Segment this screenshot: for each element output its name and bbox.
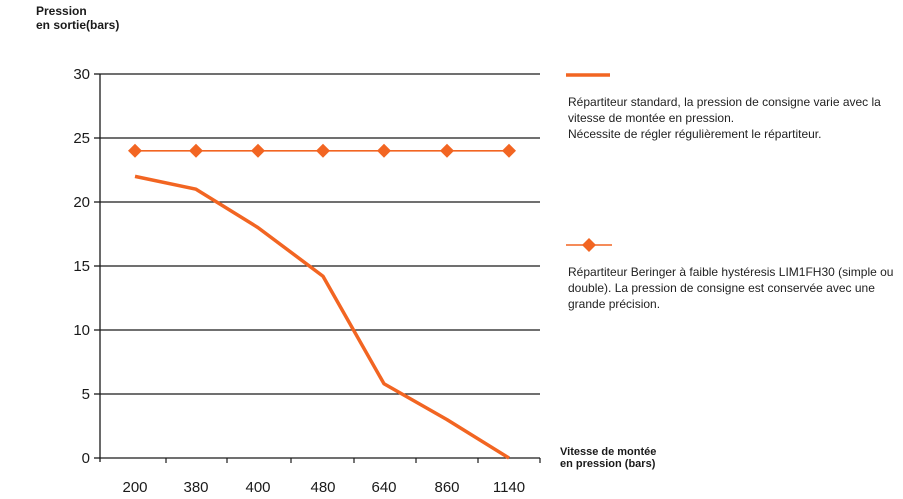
series-1-point-3 <box>316 143 330 158</box>
y-tick-label-20: 20 <box>73 194 90 211</box>
series-line-0 <box>134 174 510 460</box>
x-tick-label-380: 380 <box>183 479 208 496</box>
x-tick-label-200: 200 <box>122 479 147 496</box>
series-1-point-4 <box>377 143 391 158</box>
series-1-point-0 <box>128 143 142 158</box>
series-1-point-6 <box>502 143 516 158</box>
y-tick-label-25: 25 <box>73 130 90 147</box>
y-axis-label-line-2: en sortie(bars) <box>36 18 120 32</box>
series-1-point-2 <box>251 143 265 158</box>
x-tick-label-640: 640 <box>371 479 396 496</box>
x-axis-label-line-2: en pression (bars) <box>560 458 656 470</box>
legend-beringer-text: Répartiteur Beringer à faible hystéresis… <box>568 264 898 312</box>
legend-standard-line-1: Répartiteur standard, la pression de con… <box>568 95 881 125</box>
legend-standard-line-2: Nécessite de régler régulièrement le rép… <box>568 127 822 141</box>
legend-beringer-swatch-marker <box>582 238 596 252</box>
x-tick-label-480: 480 <box>310 479 335 496</box>
y-tick-label-5: 5 <box>82 386 90 403</box>
x-tick-label-860: 860 <box>434 479 459 496</box>
y-tick-label-15: 15 <box>73 258 90 275</box>
x-tick-label-400: 400 <box>245 479 270 496</box>
y-tick-label-30: 30 <box>73 66 90 83</box>
series-1-point-1 <box>189 143 203 158</box>
series-1-point-5 <box>440 143 454 158</box>
x-tick-label-1140: 1140 <box>493 479 525 496</box>
y-axis-label-line-1: Pression <box>36 4 87 18</box>
x-axis-label-line-1: Vitesse de montée <box>560 446 657 458</box>
legend-beringer-line-1: Répartiteur Beringer à faible hystéresis… <box>568 265 894 311</box>
y-tick-label-10: 10 <box>73 322 90 339</box>
y-tick-label-0: 0 <box>82 450 90 467</box>
legend-standard-text: Répartiteur standard, la pression de con… <box>568 94 898 142</box>
